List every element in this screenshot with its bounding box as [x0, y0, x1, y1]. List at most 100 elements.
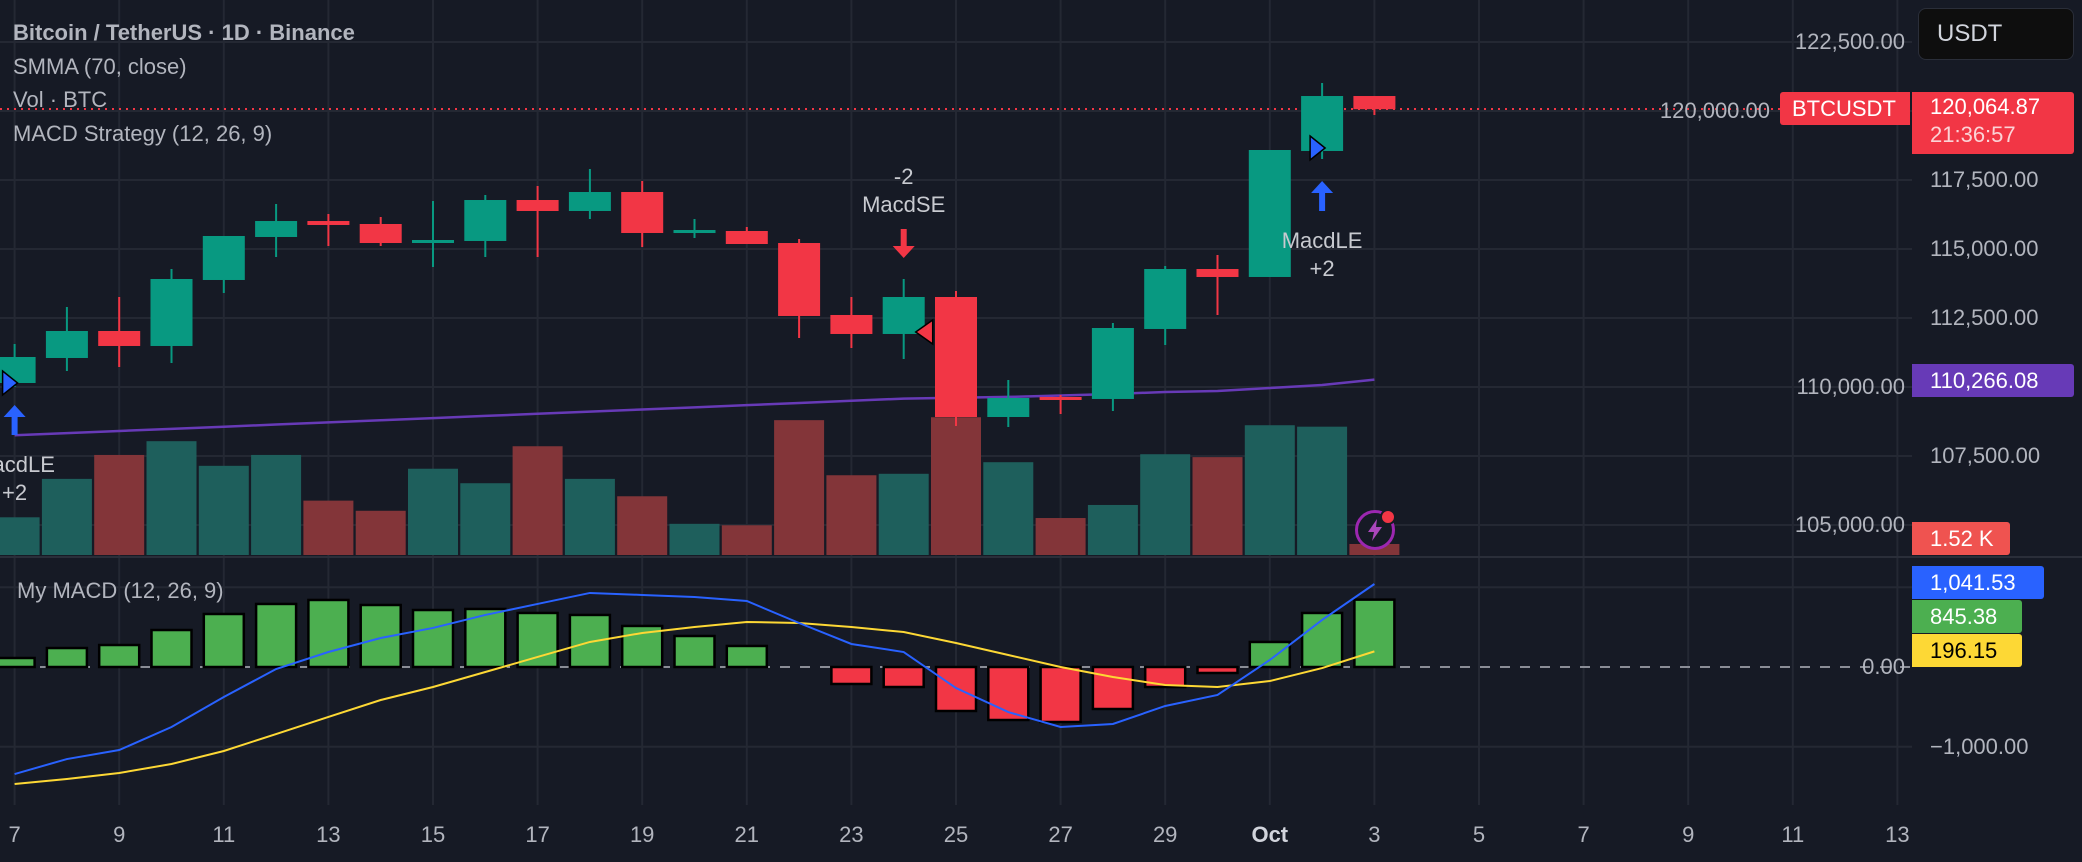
- volume-bar: [251, 454, 302, 555]
- candle-body: [1248, 149, 1291, 277]
- time-tick: 13: [316, 822, 341, 847]
- time-tick: 7: [1577, 822, 1590, 847]
- volume-bar: [146, 441, 197, 555]
- time-tick: 17: [525, 822, 550, 847]
- price-tick: 115,000.00: [1930, 236, 2039, 261]
- volume-bar: [878, 473, 929, 555]
- candle-body: [830, 314, 873, 334]
- time-tick: 21: [734, 822, 760, 847]
- last-price-tag: 120,064.87 21:36:57: [1912, 92, 2074, 154]
- smma-value-tag: 110,266.08: [1912, 364, 2074, 397]
- indicator-volume-label[interactable]: Vol · BTC: [13, 87, 108, 112]
- macd-histogram-bar: [987, 665, 1030, 722]
- candle-body: [1196, 269, 1239, 277]
- macd-histogram-bar: [254, 602, 298, 669]
- macd-histogram-bar: [307, 598, 350, 669]
- last-price-value: 120,064.87: [1930, 94, 2041, 119]
- time-tick: 13: [1885, 822, 1910, 847]
- macd-pane-title[interactable]: My MACD (12, 26, 9): [17, 578, 224, 603]
- indicator-smma-label[interactable]: SMMA (70, close): [13, 54, 187, 79]
- volume-bar: [669, 523, 720, 555]
- marker-label: +2: [2, 480, 28, 505]
- macd-line: [14, 583, 1375, 775]
- lightning-alert-icon[interactable]: [1355, 509, 1396, 550]
- time-tick: 11: [1781, 822, 1805, 847]
- macd-histogram-bar: [1300, 611, 1344, 669]
- macd-histogram-bar: [1353, 598, 1396, 669]
- histogram-value-tag: 845.38: [1912, 600, 2022, 633]
- macd-histogram-bar: [202, 612, 246, 669]
- volume-bar: [460, 483, 511, 555]
- volume-bar: [774, 420, 825, 555]
- time-tick: 3: [1368, 822, 1381, 847]
- signal-value-tag: 196.15: [1912, 634, 2022, 667]
- candle-body: [987, 397, 1030, 418]
- macd-tick: −1,000.00: [1930, 733, 2029, 759]
- candle-body: [45, 330, 88, 358]
- volume-bar: [1140, 454, 1191, 555]
- macd-histogram-bar: [1196, 665, 1239, 675]
- bar-countdown: 21:36:57: [1930, 122, 2016, 147]
- volume-bar: [408, 468, 458, 555]
- price-tick: 122,500.00: [1794, 29, 1905, 54]
- time-tick: 9: [1682, 822, 1695, 847]
- candle-body: [359, 223, 402, 244]
- candle-body: [882, 296, 925, 334]
- macd-histogram-bar: [97, 643, 141, 669]
- macd-histogram-bar: [1248, 640, 1292, 669]
- price-tick: 110,000.00: [1796, 374, 1905, 399]
- arrow-up-icon: [3, 405, 26, 435]
- time-tick: 23: [839, 822, 864, 847]
- candle-body: [568, 192, 611, 211]
- symbol-price-tag: BTCUSDT: [1780, 92, 1910, 125]
- volume-bar: [94, 454, 145, 555]
- time-tick: 27: [1048, 822, 1073, 847]
- volume-bar: [1244, 425, 1295, 555]
- time-tick: Oct: [1251, 822, 1289, 847]
- volume-bar: [512, 446, 563, 555]
- time-tick: 19: [629, 822, 655, 847]
- macd-histogram-bar: [673, 634, 716, 669]
- symbol-title[interactable]: Bitcoin / TetherUS · 1D · Binance: [13, 20, 355, 45]
- macd-value-tag: 1,041.53: [1912, 566, 2044, 599]
- volume-bar: [41, 478, 92, 555]
- currency-button[interactable]: USDT: [1918, 8, 2074, 60]
- notification-dot: [1380, 509, 1396, 525]
- time-tick: 5: [1472, 822, 1486, 847]
- marker-label: MacdSE: [862, 192, 946, 217]
- marker-label: MacdLE: [1281, 228, 1363, 253]
- candle-body: [98, 330, 141, 346]
- macd-histogram-bar: [882, 665, 925, 689]
- indicator-macd-strategy-label[interactable]: MACD Strategy (12, 26, 9): [13, 121, 273, 146]
- time-tick: 11: [212, 822, 236, 847]
- candle-body: [516, 200, 559, 211]
- candle-body: [725, 231, 768, 245]
- time-tick: 29: [1152, 822, 1178, 847]
- macd-histogram-bar: [516, 611, 559, 669]
- volume-bar: [1192, 457, 1243, 555]
- volume-bar: [931, 417, 981, 555]
- candle-body: [1039, 396, 1082, 400]
- macd-histogram-bar: [0, 656, 36, 669]
- macd-histogram-bar: [45, 646, 89, 669]
- short-entry-triangle-icon: [914, 318, 934, 346]
- candle-body: [1091, 327, 1134, 399]
- candle-body: [778, 243, 821, 316]
- candle-body: [935, 296, 977, 418]
- volume-bar: [355, 510, 406, 555]
- long-entry-triangle-icon: [1, 369, 19, 397]
- macd-histogram-bar: [725, 644, 769, 669]
- signal-line: [14, 620, 1375, 785]
- candle-body: [621, 192, 664, 233]
- volume-value-tag: 1.52 K: [1912, 522, 2010, 555]
- marker-label: -2: [893, 164, 914, 189]
- price-tick: 105,000.00: [1794, 512, 1905, 537]
- candle-body: [1353, 96, 1396, 110]
- candle-body: [202, 236, 245, 280]
- volume-bar: [564, 478, 615, 555]
- time-tick: 7: [8, 822, 21, 847]
- price-tick: 117,500.00: [1930, 167, 2039, 192]
- smma-line: [14, 378, 1375, 437]
- candle-body: [464, 200, 507, 241]
